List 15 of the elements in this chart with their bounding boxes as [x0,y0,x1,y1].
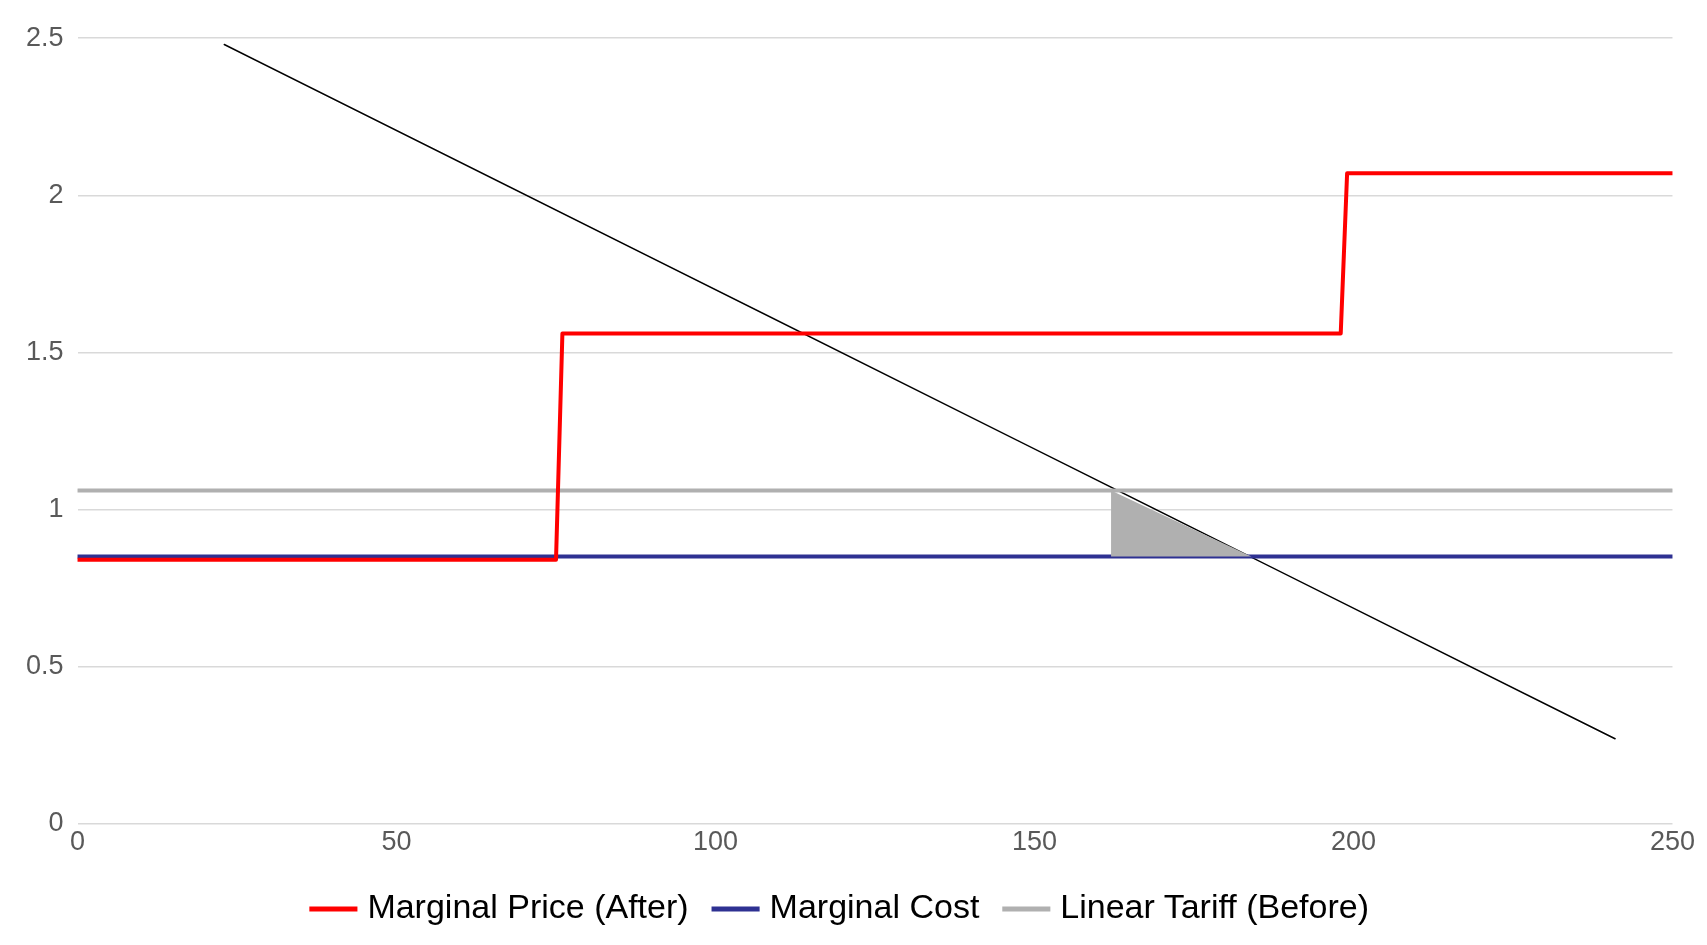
y-tick-label: 2.5 [25,21,64,52]
legend-label: Marginal Price (After) [367,887,689,926]
x-tick-label: 0 [70,826,86,857]
x-tick-label: 100 [692,826,739,857]
legend-label: Marginal Cost [769,887,980,926]
x-tick-label: 150 [1011,826,1058,857]
y-tick-label: 0.5 [25,649,64,680]
y-tick-label: 1.5 [25,335,64,366]
legend-label: Linear Tariff (Before) [1060,887,1370,926]
y-tick-label: 1 [48,492,64,523]
x-tick-label: 50 [381,826,412,857]
x-tick-label: 250 [1649,826,1696,857]
y-tick-label: 0 [48,807,64,838]
y-tick-label: 2 [48,178,64,209]
x-tick-label: 200 [1330,826,1377,857]
